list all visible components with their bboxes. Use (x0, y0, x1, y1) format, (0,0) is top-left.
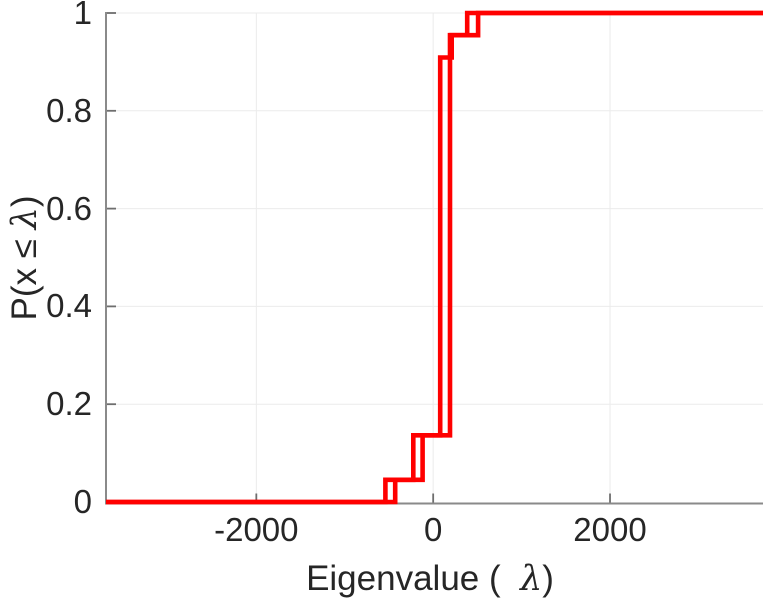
y-tick-label: 0.4 (46, 287, 92, 325)
y-tick-label: 1 (73, 0, 92, 31)
x-tick-label: -2000 (214, 511, 299, 548)
x-axis-label: Eigenvalue ( λ) (306, 559, 554, 599)
y-tick-label: 0.8 (46, 91, 92, 129)
y-tick-label: 0.2 (46, 385, 92, 423)
ecdf-curve-2 (106, 10, 763, 505)
y-tick-label: 0.6 (46, 189, 92, 227)
x-tick-label: 2000 (573, 511, 647, 548)
ecdf-curve-1 (106, 10, 763, 505)
x-tick-label: 0 (423, 511, 443, 548)
y-tick-label: 0 (73, 483, 92, 520)
